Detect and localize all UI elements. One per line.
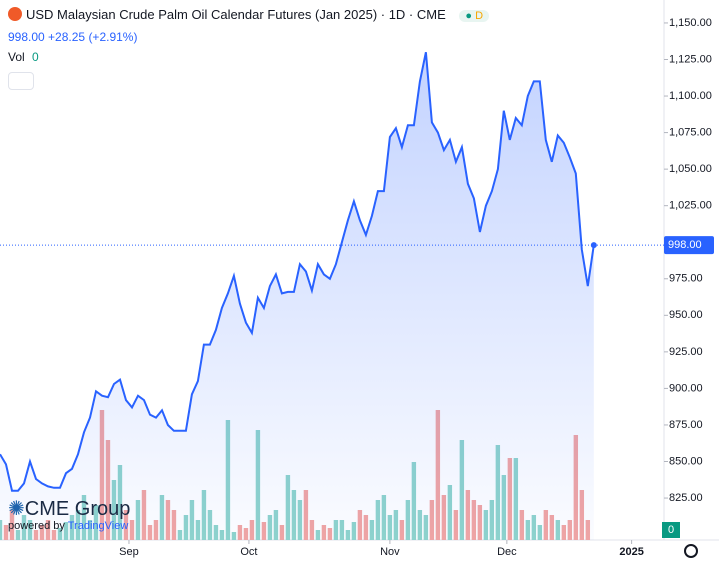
volume-value: 0 — [32, 50, 39, 64]
symbol-icon — [8, 7, 22, 21]
x-tick-label: Sep — [119, 546, 139, 558]
x-tick-label: Nov — [380, 546, 400, 558]
logo: ✺CME Group — [8, 498, 131, 520]
x-tick-label: 2025 — [619, 546, 643, 558]
powered-text: powered by — [8, 520, 65, 532]
y-tick-label: 1,150.00 — [669, 17, 712, 29]
price-area — [0, 52, 594, 540]
chart-title: USD Malaysian Crude Palm Oil Calendar Fu… — [26, 7, 446, 22]
status-badges: ● D — [459, 10, 490, 22]
y-tick-label: 825.00 — [669, 492, 703, 504]
collapse-button[interactable] — [8, 72, 34, 90]
y-tick-label: 1,125.00 — [669, 53, 712, 65]
x-tick-label: Dec — [497, 546, 517, 558]
powered-brand: TradingView — [67, 520, 129, 532]
volume-label: Vol — [8, 50, 25, 64]
y-tick-label: 925.00 — [669, 346, 703, 358]
volume-row: Vol 0 — [8, 50, 39, 64]
last-price: 998.00 — [8, 30, 45, 44]
x-tick-label: Oct — [240, 546, 257, 558]
logo-text: CME Group — [24, 498, 131, 520]
y-tick-label: 1,075.00 — [669, 126, 712, 138]
powered-by: powered by TradingView — [8, 520, 128, 532]
title-row: USD Malaysian Crude Palm Oil Calendar Fu… — [8, 7, 490, 22]
price-line — [0, 51, 595, 492]
settings-button[interactable] — [684, 544, 698, 558]
y-tick-label: 1,050.00 — [669, 163, 712, 175]
price-tag-label: 998.00 — [668, 239, 702, 251]
y-tick-label: 900.00 — [669, 382, 703, 394]
price-tag — [664, 236, 714, 255]
change: +28.25 — [48, 30, 86, 44]
y-tick-label: 850.00 — [669, 455, 703, 467]
last-point — [590, 242, 597, 249]
price-row: 998.00 +28.25 (+2.91%) — [8, 30, 137, 44]
y-tick-label: 950.00 — [669, 309, 703, 321]
y-tick-label: 1,100.00 — [669, 90, 712, 102]
y-tick-label: 975.00 — [669, 273, 703, 285]
y-tick-label: 1,025.00 — [669, 200, 712, 212]
y-tick-label: 875.00 — [669, 419, 703, 431]
badge: D — [475, 10, 484, 22]
volume-axis-label: 0 — [662, 522, 680, 538]
change-pct: (+2.91%) — [88, 30, 138, 44]
